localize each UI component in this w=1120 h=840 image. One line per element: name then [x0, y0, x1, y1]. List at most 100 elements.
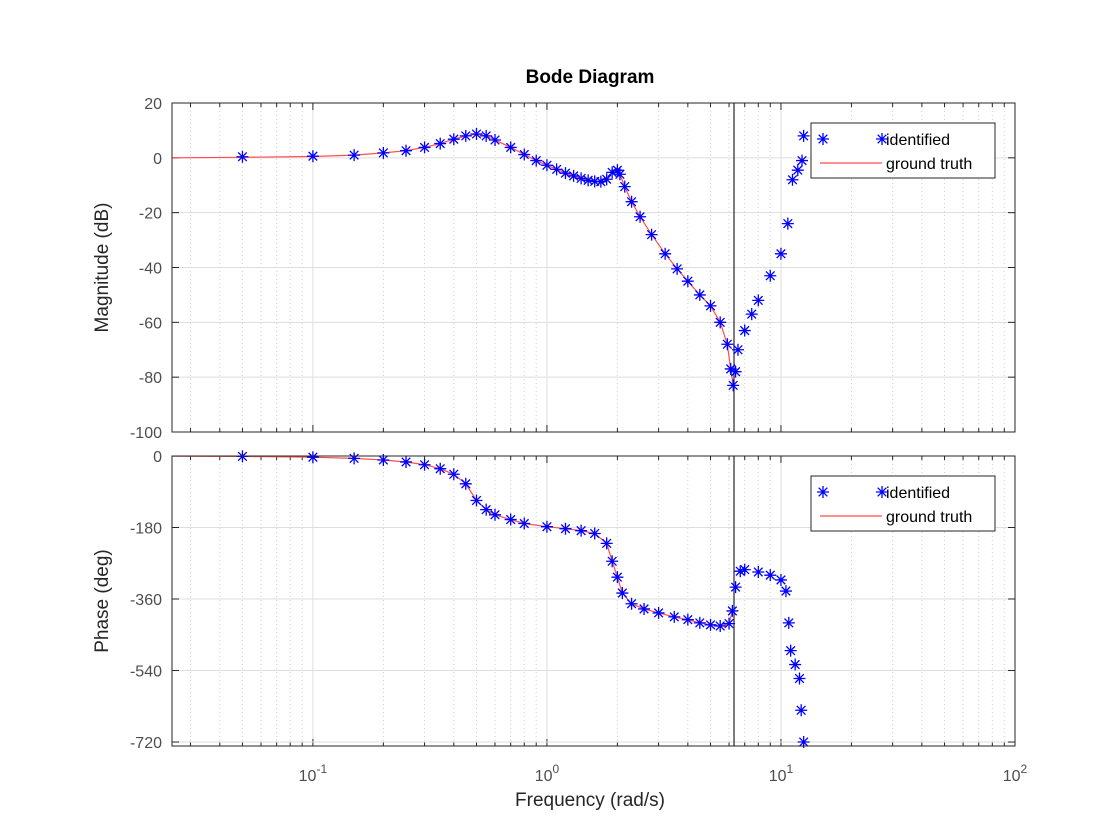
identified-marker	[588, 527, 601, 540]
identified-marker	[752, 294, 765, 307]
identified-marker	[618, 180, 631, 193]
legend-identified-marker	[876, 486, 888, 498]
identified-marker	[693, 616, 706, 629]
identified-marker	[727, 379, 740, 392]
identified-marker	[470, 127, 483, 140]
legend-identified-marker	[817, 486, 829, 498]
identified-marker	[504, 513, 517, 526]
x-tick-label: 10-1	[299, 762, 328, 785]
identified-marker	[752, 566, 765, 578]
phase-series	[171, 450, 810, 749]
identified-marker	[796, 154, 809, 167]
magnitude-axes-frame	[171, 102, 1016, 433]
magnitude-legend: identified ground truth	[810, 122, 996, 179]
x-tick-base: 10	[769, 768, 787, 785]
identified-marker	[764, 569, 777, 582]
y-tick-label: -540	[130, 664, 162, 681]
x-tick-exponent: 0	[552, 762, 559, 776]
identified-marker	[774, 247, 787, 260]
x-tick-base: 10	[299, 768, 317, 785]
phase-grid	[172, 455, 1016, 746]
identified-marker	[681, 275, 694, 288]
identified-marker	[791, 164, 804, 177]
y-tick-label: -60	[139, 315, 162, 332]
identified-marker	[447, 133, 460, 146]
identified-marker	[625, 195, 638, 208]
identified-marker	[567, 169, 580, 182]
identified-marker	[634, 210, 647, 223]
magnitude-panel: 20 0 -20 -40 -60 -80 -100 Magnitude (dB) ident…	[92, 96, 1016, 442]
identified-marker	[797, 129, 810, 142]
y-tick-label: -100	[130, 425, 162, 442]
identified-marker	[377, 146, 390, 159]
x-tick-exponent: 2	[1021, 762, 1028, 776]
identified-marker	[306, 150, 319, 163]
identified-marker	[575, 524, 588, 537]
identified-marker	[582, 174, 595, 187]
identified-marker	[489, 134, 502, 147]
identified-marker	[693, 288, 706, 301]
identified-marker	[518, 517, 531, 530]
identified-marker	[795, 704, 808, 717]
identified-marker	[480, 503, 493, 516]
identified-marker	[704, 618, 717, 631]
identified-marker	[530, 154, 543, 167]
x-tick-label: 101	[769, 762, 794, 785]
identified-marker	[550, 163, 563, 176]
y-tick-label: -40	[139, 261, 162, 278]
phase-axes-frame	[171, 455, 1016, 747]
ground-truth-line	[171, 133, 734, 386]
identified-marker	[575, 172, 588, 185]
y-tick-label: -360	[130, 592, 162, 609]
phase-panel: 0 -180 -360 -540 -720 Phase (deg) identified…	[92, 449, 1016, 752]
identified-marker	[600, 173, 613, 186]
identified-marker	[400, 455, 413, 468]
identified-marker	[645, 228, 658, 241]
identified-marker	[729, 365, 742, 378]
magnitude-y-axis-label: Magnitude (dB)	[92, 203, 113, 333]
identified-marker	[789, 658, 802, 671]
identified-marker	[652, 606, 665, 619]
y-tick-label: -180	[130, 521, 162, 538]
y-tick-label: -80	[139, 370, 162, 387]
identified-marker	[714, 316, 727, 329]
ground-truth-line	[171, 455, 733, 627]
identified-marker	[459, 129, 472, 142]
identified-marker	[738, 324, 751, 337]
identified-marker	[434, 137, 447, 150]
identified-marker	[726, 604, 739, 617]
identified-marker	[434, 462, 447, 475]
frequency-x-ticks: 10-1 100 101 102	[299, 762, 1028, 785]
identified-marker	[348, 452, 361, 465]
magnitude-y-ticks: 20 0 -20 -40 -60 -80 -100	[130, 96, 162, 442]
identified-marker	[784, 644, 797, 657]
identified-marker	[731, 343, 744, 356]
identified-marker	[489, 508, 502, 521]
identified-marker	[606, 166, 619, 179]
magnitude-legend-box	[810, 122, 996, 179]
magnitude-legend-ground-truth-label: ground truth	[886, 156, 972, 173]
identified-marker	[704, 299, 717, 312]
y-tick-label: -20	[139, 206, 162, 223]
identified-marker	[470, 494, 483, 507]
identified-marker	[236, 150, 249, 163]
x-tick-exponent: -1	[316, 762, 327, 776]
magnitude-series	[171, 127, 810, 392]
identified-marker	[779, 585, 792, 598]
identified-marker	[447, 468, 460, 481]
phase-legend: identified ground truth	[810, 475, 996, 532]
identified-marker	[400, 144, 413, 157]
identified-marker	[797, 736, 810, 749]
identified-marker	[724, 362, 737, 375]
phase-legend-box	[810, 475, 996, 532]
identified-marker	[559, 167, 572, 180]
phase-legend-ground-truth-label: ground truth	[886, 509, 972, 526]
identified-marker	[611, 164, 624, 177]
identified-marker	[774, 573, 787, 586]
identified-marker	[459, 477, 472, 490]
magnitude-legend-identified-label: identified	[886, 132, 950, 149]
identified-marker	[714, 620, 727, 633]
identified-marker	[559, 522, 572, 535]
y-tick-label: -720	[130, 735, 162, 752]
